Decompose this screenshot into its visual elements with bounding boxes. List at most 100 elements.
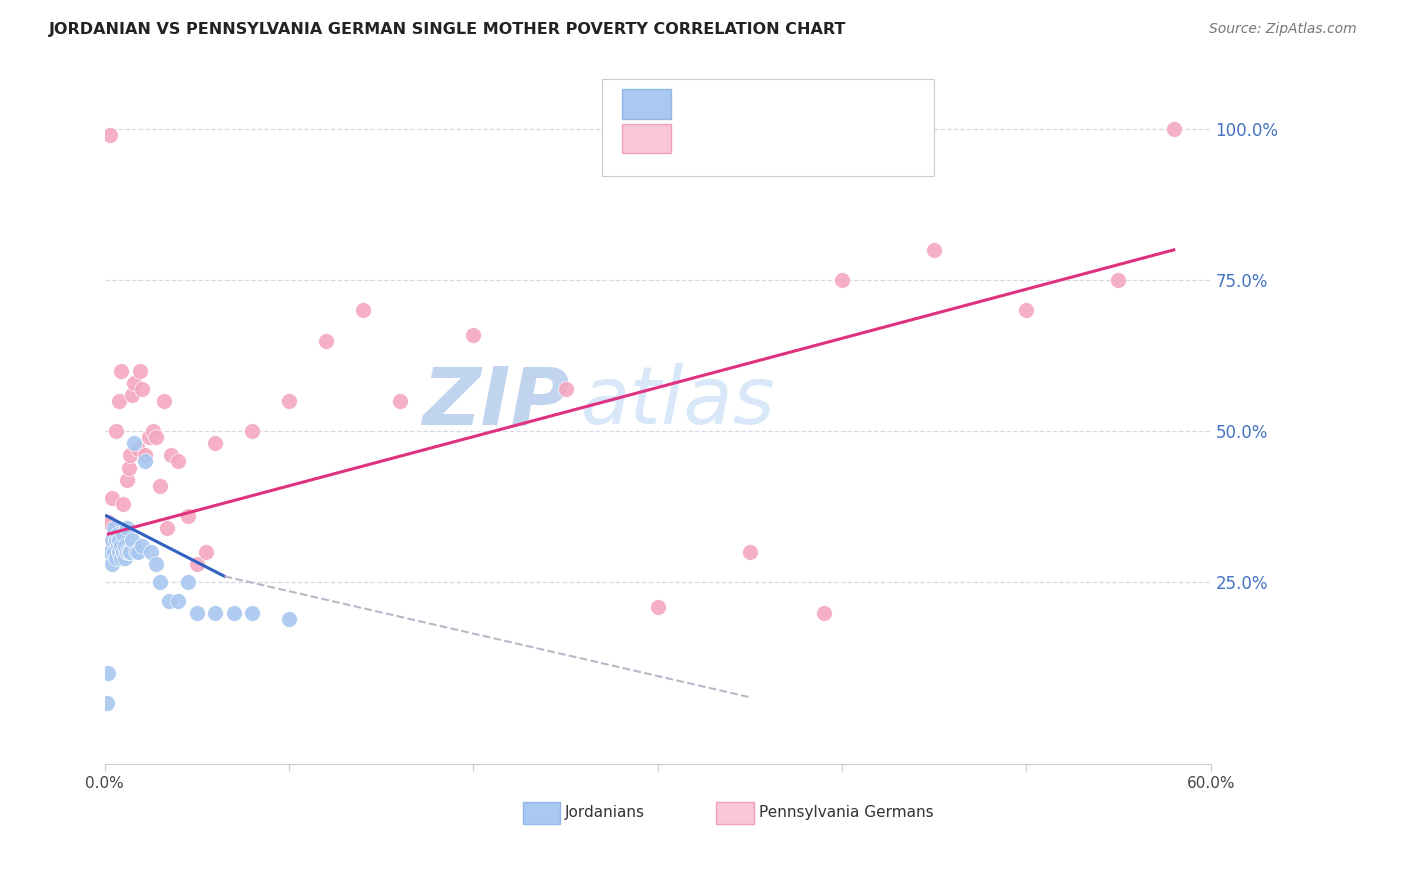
Point — [463, 327, 485, 342]
Point — [121, 388, 143, 402]
Point — [127, 442, 149, 457]
Point — [134, 449, 156, 463]
Point — [186, 606, 208, 620]
Text: JORDANIAN VS PENNSYLVANIA GERMAN SINGLE MOTHER POVERTY CORRELATION CHART: JORDANIAN VS PENNSYLVANIA GERMAN SINGLE … — [49, 22, 846, 37]
Point — [813, 606, 835, 620]
Point — [138, 430, 160, 444]
Point — [186, 558, 208, 572]
Point — [96, 696, 118, 710]
Point — [125, 545, 148, 559]
Point — [222, 606, 245, 620]
FancyBboxPatch shape — [623, 124, 671, 153]
Point — [134, 454, 156, 468]
Point — [738, 545, 761, 559]
Point — [176, 508, 198, 523]
Point — [117, 460, 139, 475]
Text: atlas: atlas — [581, 363, 775, 442]
Point — [101, 558, 124, 572]
Point — [922, 243, 945, 257]
Point — [114, 539, 136, 553]
Point — [240, 606, 263, 620]
Text: ZIP: ZIP — [422, 363, 569, 442]
Text: R =: R = — [679, 129, 716, 147]
Point — [108, 533, 131, 547]
Text: Jordanians: Jordanians — [565, 805, 645, 820]
Point — [110, 539, 132, 553]
Point — [115, 521, 138, 535]
Point — [145, 558, 167, 572]
Point — [110, 364, 132, 378]
Point — [120, 545, 142, 559]
Point — [115, 545, 138, 559]
Point — [108, 394, 131, 409]
FancyBboxPatch shape — [602, 79, 934, 177]
Point — [103, 521, 125, 535]
Point — [647, 599, 669, 614]
FancyBboxPatch shape — [623, 89, 671, 119]
Point — [278, 394, 301, 409]
FancyBboxPatch shape — [716, 802, 754, 824]
Text: -0.241: -0.241 — [713, 95, 772, 112]
Point — [352, 303, 374, 318]
Point — [107, 539, 129, 553]
Point — [97, 515, 120, 529]
Point — [101, 491, 124, 505]
Text: N =: N = — [796, 95, 844, 112]
Point — [554, 382, 576, 396]
Text: R =: R = — [679, 95, 716, 112]
Point — [149, 575, 172, 590]
Text: N =: N = — [796, 129, 844, 147]
Point — [120, 449, 142, 463]
Text: 40: 40 — [851, 95, 875, 112]
Point — [160, 449, 183, 463]
Point — [388, 394, 411, 409]
Point — [149, 478, 172, 492]
Point — [127, 545, 149, 559]
Point — [195, 545, 218, 559]
Point — [107, 527, 129, 541]
Point — [110, 551, 132, 566]
Point — [122, 376, 145, 390]
Point — [1108, 273, 1130, 287]
Point — [139, 545, 162, 559]
Point — [142, 424, 165, 438]
Text: 0.379: 0.379 — [713, 129, 766, 147]
Point — [103, 545, 125, 559]
Text: Pennsylvania Germans: Pennsylvania Germans — [759, 805, 934, 820]
Point — [115, 473, 138, 487]
Point — [121, 533, 143, 547]
Point — [278, 612, 301, 626]
Point — [240, 424, 263, 438]
Point — [112, 545, 135, 559]
Point — [122, 436, 145, 450]
Point — [156, 521, 179, 535]
Point — [1015, 303, 1038, 318]
Point — [831, 273, 853, 287]
Point — [315, 334, 337, 348]
Point — [1163, 122, 1185, 136]
Point — [101, 533, 124, 547]
Point — [131, 382, 153, 396]
Point — [104, 551, 127, 566]
Text: 43: 43 — [851, 129, 875, 147]
Point — [145, 430, 167, 444]
Point — [112, 527, 135, 541]
Point — [104, 424, 127, 438]
Point — [176, 575, 198, 590]
Point — [104, 533, 127, 547]
Point — [167, 593, 190, 607]
Point — [167, 454, 190, 468]
Point — [108, 545, 131, 559]
Point — [152, 394, 174, 409]
Point — [157, 593, 180, 607]
Point — [98, 545, 121, 559]
Point — [117, 545, 139, 559]
FancyBboxPatch shape — [523, 802, 561, 824]
Point — [204, 436, 226, 450]
Point — [128, 364, 150, 378]
Point — [204, 606, 226, 620]
Point — [131, 539, 153, 553]
Point — [112, 497, 135, 511]
Point — [97, 666, 120, 681]
Point — [114, 551, 136, 566]
